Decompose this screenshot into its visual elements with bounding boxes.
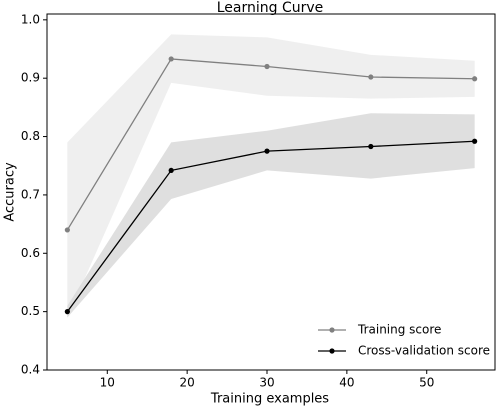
point [472, 76, 478, 82]
point [264, 148, 270, 154]
y-tick-label: 0.9 [21, 71, 40, 85]
band [67, 34, 475, 318]
y-tick-label: 0.5 [21, 304, 40, 318]
x-axis-label: Training examples [210, 392, 329, 407]
x-tick-label: 20 [180, 376, 195, 390]
legend-marker [329, 348, 335, 354]
y-tick-label: 1.0 [21, 12, 40, 26]
point [264, 63, 270, 70]
x-tick-label: 30 [259, 376, 274, 390]
y-tick-label: 0.6 [21, 246, 40, 260]
legend-label: Training score [357, 323, 441, 337]
point [368, 143, 374, 150]
legend-marker [329, 327, 335, 333]
x-tick-label: 40 [339, 376, 354, 390]
plot-frame [46, 13, 496, 371]
point [64, 309, 70, 315]
x-tick-label: 10 [100, 376, 115, 390]
legend-label: Cross-validation score [358, 344, 490, 358]
x-tick-label: 50 [419, 376, 434, 390]
point [368, 74, 374, 80]
y-tick-label: 0.8 [21, 129, 40, 143]
point [168, 167, 174, 174]
point [64, 227, 70, 233]
y-tick-label: 0.7 [21, 187, 40, 201]
band [67, 113, 475, 318]
y-tick-label: 0.4 [21, 363, 40, 377]
chart-title: Learning Curve [217, 0, 324, 16]
y-axis-label: Accuracy [3, 162, 18, 222]
point [472, 138, 478, 144]
point [168, 56, 174, 62]
